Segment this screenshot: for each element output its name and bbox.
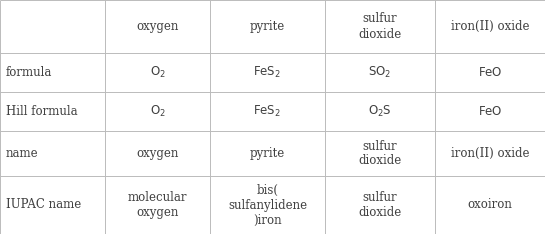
Text: $\mathrm{O}_{2}$: $\mathrm{O}_{2}$ — [149, 104, 165, 119]
Text: sulfur
dioxide: sulfur dioxide — [359, 12, 402, 40]
Text: name: name — [6, 147, 39, 160]
Text: $\mathrm{SO}_{2}$: $\mathrm{SO}_{2}$ — [368, 65, 392, 80]
Text: pyrite: pyrite — [250, 147, 285, 160]
Text: sulfur
dioxide: sulfur dioxide — [359, 139, 402, 168]
Text: sulfur
dioxide: sulfur dioxide — [359, 191, 402, 219]
Text: molecular
oxygen: molecular oxygen — [128, 191, 187, 219]
Text: pyrite: pyrite — [250, 20, 285, 33]
Text: iron(II) oxide: iron(II) oxide — [451, 147, 529, 160]
Text: Hill formula: Hill formula — [6, 105, 77, 118]
Text: oxygen: oxygen — [136, 20, 179, 33]
Text: $\mathrm{O}_{2}\mathrm{S}$: $\mathrm{O}_{2}\mathrm{S}$ — [368, 104, 392, 119]
Text: $\mathrm{FeO}$: $\mathrm{FeO}$ — [478, 66, 502, 79]
Text: iron(II) oxide: iron(II) oxide — [451, 20, 529, 33]
Text: oxygen: oxygen — [136, 147, 179, 160]
Text: IUPAC name: IUPAC name — [6, 198, 81, 212]
Text: formula: formula — [6, 66, 52, 79]
Text: oxoiron: oxoiron — [468, 198, 512, 212]
Text: $\mathrm{FeS}_{2}$: $\mathrm{FeS}_{2}$ — [253, 65, 282, 80]
Text: $\mathrm{FeO}$: $\mathrm{FeO}$ — [478, 105, 502, 118]
Text: $\mathrm{O}_{2}$: $\mathrm{O}_{2}$ — [149, 65, 165, 80]
Text: bis(
sulfanylidene
)iron: bis( sulfanylidene )iron — [228, 183, 307, 227]
Text: $\mathrm{FeS}_{2}$: $\mathrm{FeS}_{2}$ — [253, 104, 282, 119]
